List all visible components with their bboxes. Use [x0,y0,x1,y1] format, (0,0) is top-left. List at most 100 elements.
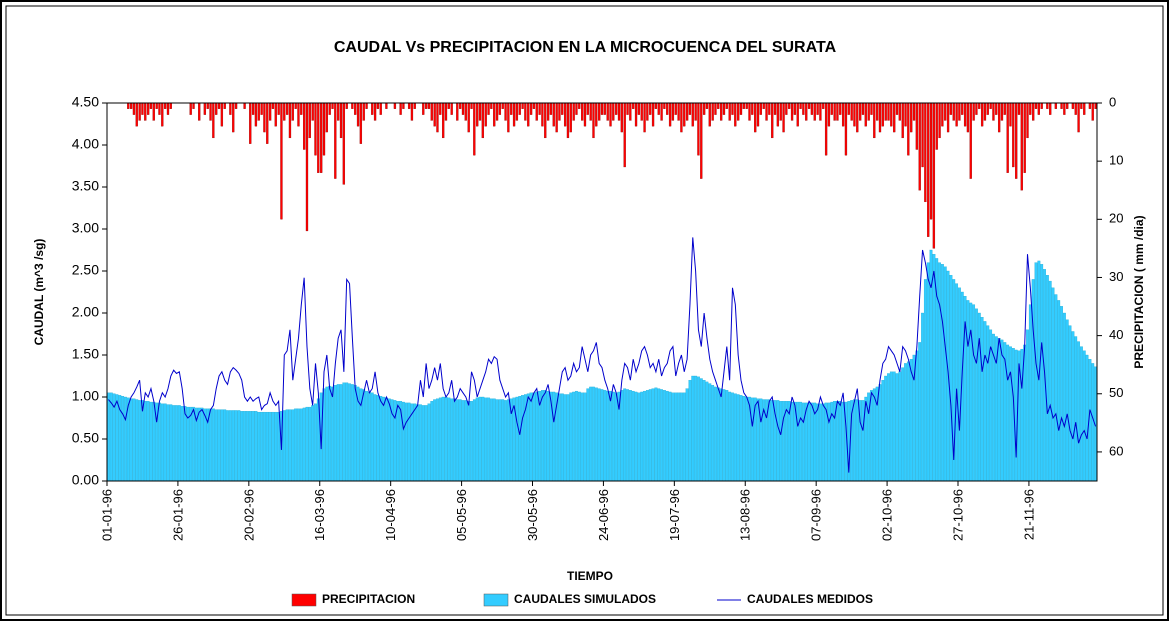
precip-bar [722,102,726,115]
flow-bar [263,411,266,482]
y2-axis-label: PRECIPITACION ( mm /dia) [1132,215,1146,368]
precip-bar [918,102,921,191]
x-tick-label: 27-10-96 [950,489,965,541]
precip-bar [379,102,382,115]
flow-bar [572,391,576,482]
precip-bar [969,102,972,179]
precip-bar [805,102,808,121]
flow-bar [529,392,533,482]
precip-bar [822,102,825,109]
precip-bar [251,102,255,115]
flow-bar [461,400,465,482]
flow-bar [583,392,587,482]
flow-bar [373,394,377,482]
flow-bar [115,394,119,482]
precip-bar [887,102,890,121]
precip-bar [734,102,737,127]
flow-bar [801,402,805,482]
flow-bar [209,408,212,482]
flow-bar [575,390,578,482]
precip-bar [234,102,238,109]
flow-bar [203,408,207,482]
flow-bar [665,390,669,482]
precip-bar [538,102,541,115]
precip-bar [277,102,280,115]
precip-bar [827,102,831,127]
flow-bar [592,386,595,482]
precip-bar [410,102,414,121]
flow-bar [969,302,973,482]
flow-bar [1028,304,1032,482]
flow-bar [546,390,550,482]
flow-bar [634,391,638,482]
precip-bar [657,102,660,115]
flow-bar [640,391,644,482]
flow-bar [413,403,417,482]
flow-bar [180,406,184,482]
precip-bar [893,102,896,133]
precip-bar [700,102,703,179]
flow-bar [725,390,729,482]
precip-bar [322,102,326,156]
flow-bar [779,401,783,482]
precip-bar [1066,102,1069,109]
flow-bar [124,396,127,482]
flow-bar [889,371,893,482]
flow-bar [940,264,944,482]
precip-bar [677,102,680,121]
flow-bar [906,361,910,482]
flow-bar [455,399,459,482]
precip-bar [790,102,794,121]
x-tick-label: 26-01-96 [170,489,185,541]
precip-bar [1060,102,1063,109]
precip-bar [413,102,416,109]
precip-bar [717,102,720,109]
precip-bar [773,102,777,115]
flow-bar [697,376,700,482]
flow-bar [790,401,794,482]
precip-bar [444,102,448,121]
precip-bar [779,102,782,121]
y-tick-label: 3.50 [72,178,99,194]
precip-bar [362,102,365,121]
flow-bar [637,392,641,482]
flow-bar [1045,275,1049,482]
precip-bar [870,102,873,115]
flow-bar [470,401,473,482]
x-tick-label: 21-11-96 [1021,489,1036,540]
x-axis-label: TIEMPO [567,569,613,583]
flow-bar [166,404,170,482]
precip-bar [714,102,717,115]
flow-bar [478,396,482,482]
precip-bar [793,102,797,115]
flow-bar [580,392,584,482]
precip-bar [535,102,538,121]
flow-bar [231,410,235,482]
precip-bar [702,102,706,115]
flow-bar [282,410,286,482]
precip-bar [158,102,161,115]
precip-bar [498,102,502,115]
precip-bar [850,102,853,121]
flow-bar [1082,350,1086,482]
x-tick-label: 07-09-96 [809,489,824,541]
flow-bar [370,392,374,482]
flow-bar [311,405,315,482]
precip-bar [149,102,153,109]
flow-bar [654,387,658,482]
flow-bar [671,392,675,482]
flow-bar [294,408,298,482]
precip-bar [476,102,479,127]
x-tick-label: 30-05-96 [525,489,540,541]
precip-bar [303,102,306,150]
precip-bar [836,102,839,121]
precip-bar [1049,102,1052,115]
flow-bar [821,403,825,482]
precip-bar [629,102,632,121]
precip-bar [949,102,953,115]
precip-bar [603,102,606,115]
flow-bar [251,411,255,482]
flow-bar [674,392,678,482]
precip-bar [978,102,981,109]
precip-bar [995,102,998,115]
